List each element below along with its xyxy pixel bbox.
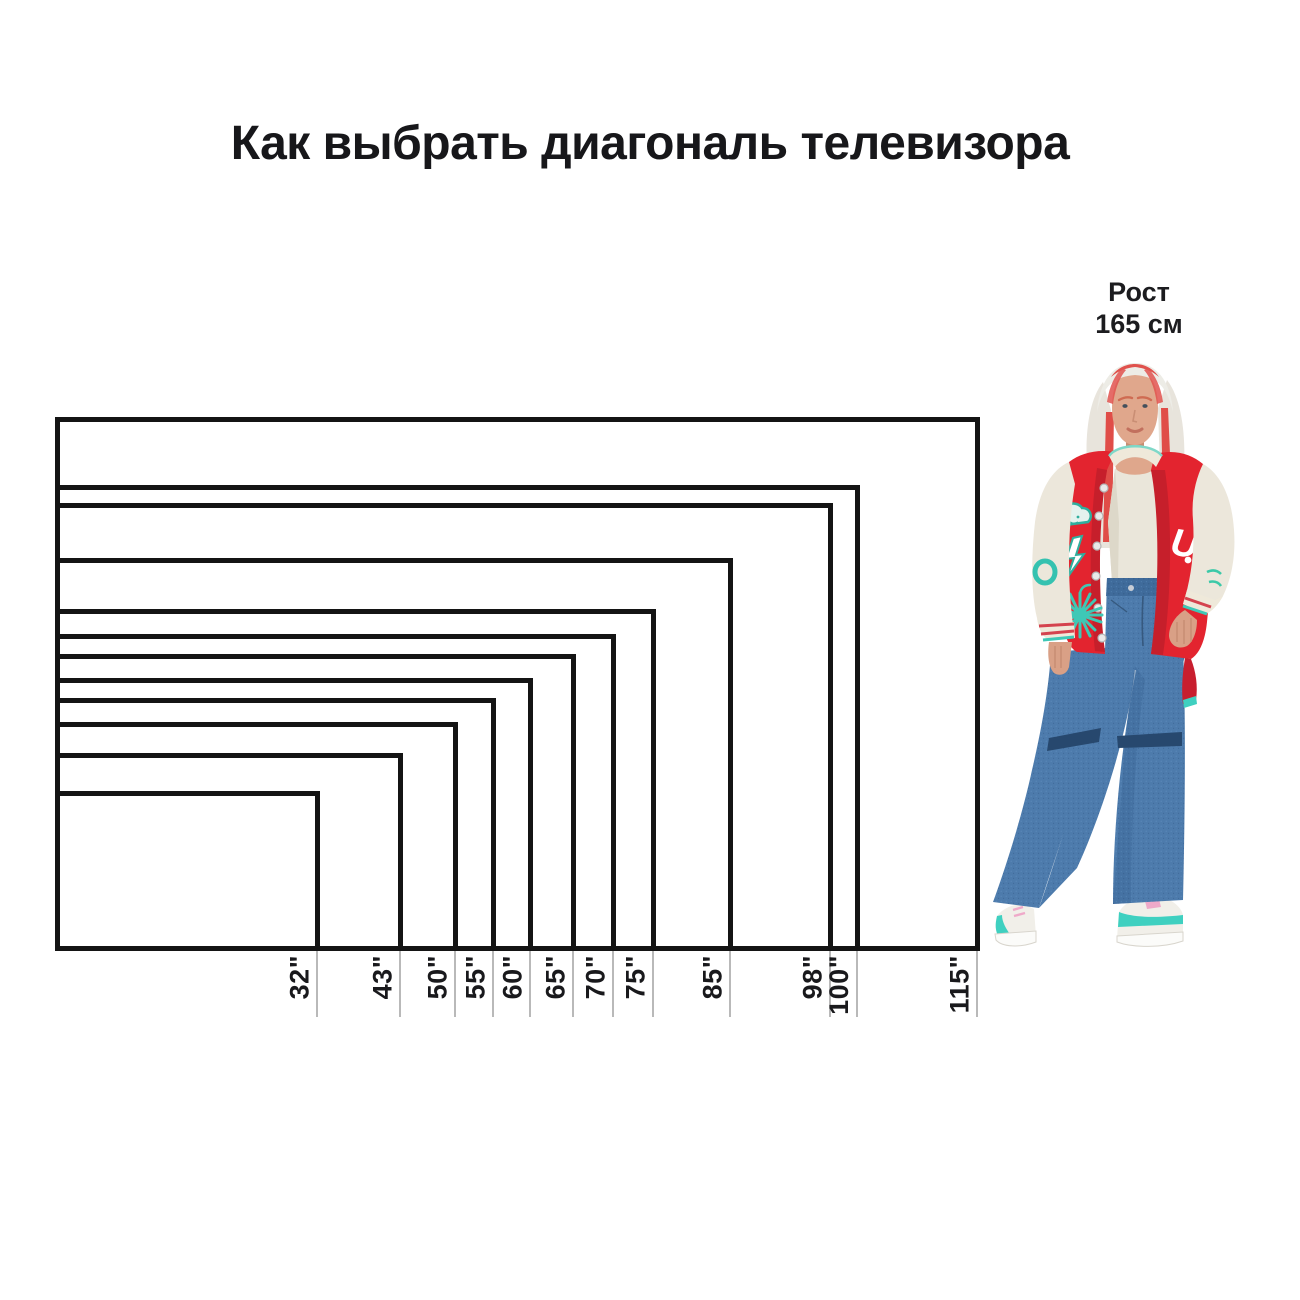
size-label-75in: 75" bbox=[620, 955, 650, 1000]
size-label-43in: 43" bbox=[367, 955, 397, 1000]
ring-patch-icon bbox=[1032, 558, 1058, 586]
tick-32in bbox=[316, 951, 318, 1017]
person-right-arm bbox=[1169, 464, 1235, 648]
left-sneaker bbox=[994, 904, 1037, 947]
tick-100in bbox=[856, 951, 858, 1017]
tank-top-shadow bbox=[1108, 468, 1119, 582]
person-tank-top bbox=[1108, 468, 1162, 582]
right-sneaker bbox=[1116, 896, 1184, 947]
tick-50in bbox=[454, 951, 456, 1017]
size-label-115in: 115" bbox=[944, 955, 974, 1014]
size-label-65in: 65" bbox=[540, 955, 570, 1000]
size-label-100in: 100" bbox=[824, 955, 854, 1015]
right-jean-shadow bbox=[1113, 666, 1145, 904]
size-label-55in: 55" bbox=[460, 955, 490, 1000]
tick-55in bbox=[492, 951, 494, 1017]
tick-43in bbox=[399, 951, 401, 1017]
size-label-98in: 98" bbox=[797, 955, 827, 1000]
tick-75in bbox=[652, 951, 654, 1017]
tick-70in bbox=[612, 951, 614, 1017]
tick-85in bbox=[729, 951, 731, 1017]
page-title: Как выбрать диагональ телевизора bbox=[230, 117, 1070, 170]
person-left-arm bbox=[1032, 462, 1075, 675]
size-label-70in: 70" bbox=[580, 955, 610, 1000]
tick-115in bbox=[976, 951, 978, 1017]
person-height-label-line2: 165 см bbox=[1095, 309, 1183, 339]
tick-98in bbox=[829, 951, 831, 1017]
left-jean-leg-front bbox=[1039, 648, 1135, 908]
size-label-50in: 50" bbox=[422, 955, 452, 1000]
person-hair-front bbox=[1097, 363, 1173, 412]
size-label-60in: 60" bbox=[497, 955, 527, 1000]
sleeve-lettering-icon bbox=[1206, 569, 1223, 587]
person-height-label-line1: Рост bbox=[1108, 277, 1170, 307]
tick-65in bbox=[572, 951, 574, 1017]
size-label-32in: 32" bbox=[284, 955, 314, 1000]
right-knee-slit bbox=[1117, 732, 1182, 748]
left-hand bbox=[1048, 642, 1072, 675]
left-knee-slit bbox=[1047, 728, 1101, 751]
tv-rect-115in bbox=[55, 417, 980, 951]
starburst-patch-icon bbox=[1056, 583, 1104, 639]
left-jean-leg bbox=[993, 648, 1106, 908]
tick-60in bbox=[529, 951, 531, 1017]
person-figure: U bbox=[993, 363, 1235, 947]
right-hand bbox=[1169, 610, 1197, 648]
size-label-85in: 85" bbox=[697, 955, 727, 1000]
person-height-label: Рост 165 см bbox=[1037, 276, 1241, 340]
